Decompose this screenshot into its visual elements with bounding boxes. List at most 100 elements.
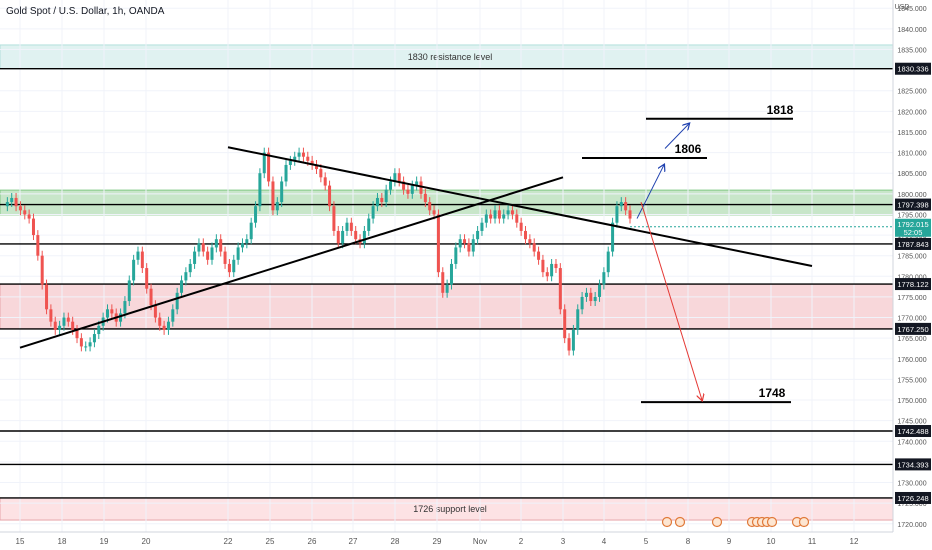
candle-body (223, 251, 227, 264)
candle-body (371, 206, 375, 219)
candle-body (410, 185, 414, 194)
zone-label: 1830 resistance level (408, 52, 493, 62)
events-layer (661, 516, 810, 528)
candle-body (558, 268, 562, 310)
candle-body (5, 202, 9, 207)
candle-body (484, 214, 488, 223)
candle-body (175, 292, 179, 310)
level-price-text: 1778.122 (897, 280, 928, 289)
price-axis-bg (893, 0, 932, 550)
candle-body (506, 210, 510, 215)
level-price-tag (895, 278, 931, 291)
candle-body (528, 239, 532, 244)
candle-body (97, 325, 101, 335)
level-price-text: 1734.393 (897, 460, 928, 469)
time-tick-label: 20 (142, 537, 151, 546)
time-tick-label: 26 (308, 537, 317, 546)
candle-body (27, 214, 31, 219)
candle-body (428, 202, 432, 211)
price-tick-label: 1845.000 (897, 6, 926, 13)
candle-body (471, 239, 475, 252)
level-price-tag (895, 458, 931, 471)
candle-body (550, 263, 554, 277)
candle-body (323, 177, 327, 186)
candle-body (497, 210, 501, 219)
candle-body (458, 239, 462, 248)
price-tick-label: 1765.000 (897, 336, 926, 343)
candle-body (315, 164, 318, 170)
candle-body (301, 152, 305, 157)
candle-body (254, 206, 258, 223)
candle-body (341, 230, 345, 244)
candle-body (153, 305, 157, 318)
levels-layer (0, 68, 893, 499)
candle-body (193, 251, 197, 264)
time-tick-label: 9 (727, 537, 732, 546)
candle-body (606, 251, 610, 273)
candle-body (436, 214, 440, 273)
candle-body (71, 321, 75, 330)
candle-body (489, 214, 493, 219)
candle-body (336, 230, 340, 244)
level-price-text: 1830.336 (897, 65, 928, 74)
level-price-tag (895, 62, 931, 75)
candle-body (393, 173, 397, 182)
time-tick-label: 2 (519, 537, 524, 546)
candle-body (345, 222, 349, 231)
price-tick-label: 1820.000 (897, 109, 926, 116)
time-tick-label: 28 (391, 537, 400, 546)
trendlines-layer (19, 146, 813, 349)
candle-body (354, 230, 358, 240)
candle-body (419, 181, 423, 194)
candle-body (362, 230, 366, 244)
candle-body (162, 325, 166, 330)
candle-body (197, 243, 201, 252)
candle-body (349, 222, 353, 231)
candle-body (18, 206, 22, 211)
time-tick-label: Nov (473, 537, 487, 546)
price-tick-label: 1835.000 (897, 47, 926, 54)
price-tick-label: 1810.000 (897, 151, 926, 158)
candle-body (384, 189, 388, 203)
candle-body (227, 263, 231, 273)
time-tick-label: 18 (58, 537, 67, 546)
target-label: 1806 (675, 142, 702, 156)
price-tick-label: 1825.000 (897, 89, 926, 96)
projection-arrow-down (640, 201, 702, 400)
time-tick-label: 25 (266, 537, 275, 546)
candle-body (62, 317, 66, 326)
time-tick-label: 5 (644, 537, 649, 546)
candle-body (524, 230, 527, 240)
candle-body (136, 251, 140, 260)
candle-body (454, 247, 458, 264)
candle-body (375, 197, 379, 207)
candle-body (149, 288, 153, 306)
candle-body (563, 309, 567, 339)
time-tick-label: 12 (850, 537, 859, 546)
targets-layer: 1818 1806 1748 (582, 103, 794, 404)
candle-body (554, 263, 558, 269)
candle-body (476, 230, 480, 240)
candle-body (49, 309, 53, 322)
candle-body (310, 160, 314, 165)
time-tick-label: 15 (16, 537, 25, 546)
candle-body (14, 197, 18, 207)
candle-body (23, 210, 27, 215)
candle-body (467, 243, 471, 252)
candle-body (258, 173, 262, 207)
candle-body (275, 202, 279, 211)
candle-body (449, 263, 453, 285)
candle-body (611, 222, 615, 252)
candle-body (367, 218, 371, 231)
candle-body (219, 239, 223, 252)
candle-body (123, 301, 127, 314)
candle-body (10, 197, 14, 203)
candle-body (615, 206, 619, 223)
candle-body (406, 189, 410, 194)
price-tick-label: 1745.000 (897, 419, 926, 426)
price-tick-label: 1770.000 (897, 316, 926, 323)
candle-body (463, 239, 467, 244)
event-marker (674, 516, 686, 528)
candle-body (188, 263, 192, 273)
